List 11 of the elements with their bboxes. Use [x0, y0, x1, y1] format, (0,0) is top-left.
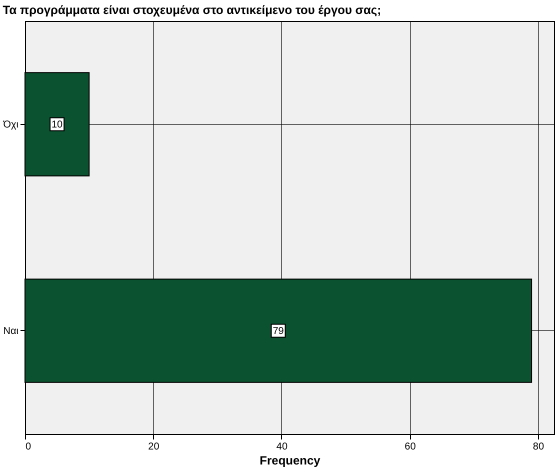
data-label: 79 — [272, 326, 284, 337]
x-tick-label: 40 — [276, 442, 288, 452]
x-tick-label: 80 — [532, 442, 544, 452]
x-tick-label: 0 — [26, 442, 32, 452]
chart-title: Τα προγράμματα είναι στοχευμένα στο αντικείμενο του έργου σας; — [2, 3, 382, 17]
y-tick-label: Όχι — [2, 119, 18, 130]
x-tick-label: 20 — [148, 442, 160, 452]
y-tick-label: Ναι — [3, 326, 18, 337]
x-tick-label: 60 — [404, 442, 416, 452]
data-label: 10 — [52, 119, 64, 130]
x-axis-title: Frequency — [260, 454, 321, 468]
